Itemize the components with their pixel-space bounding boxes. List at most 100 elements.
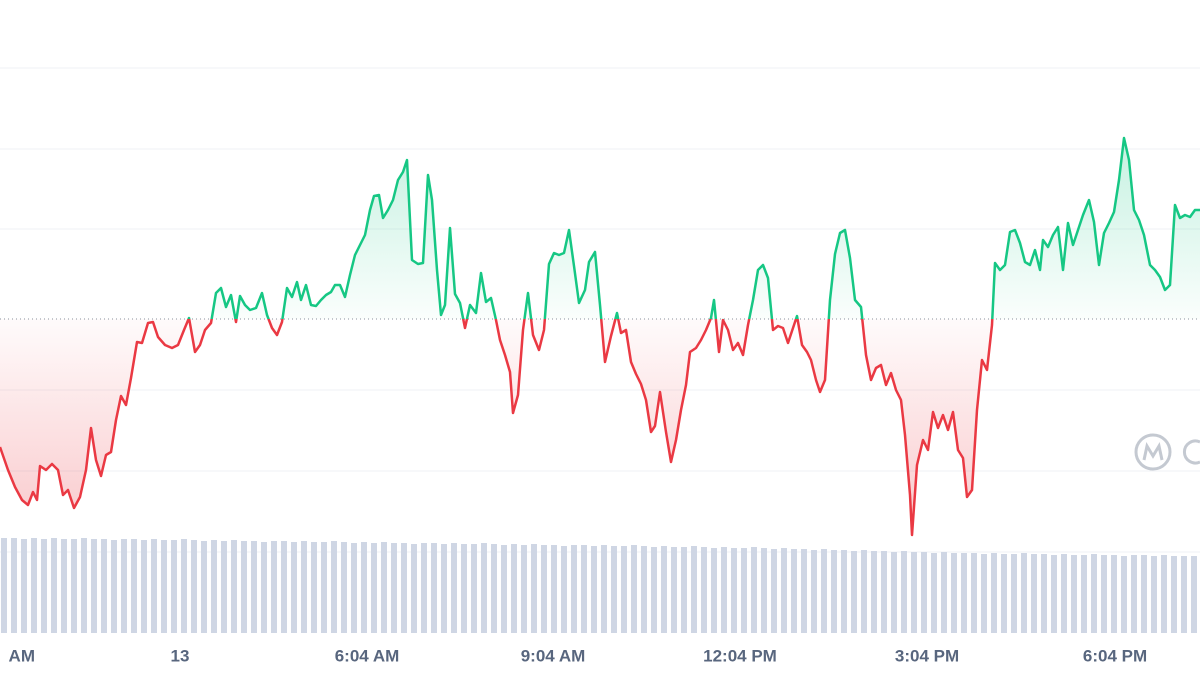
volume-bar — [691, 546, 697, 633]
x-tick-label: 12:04 PM — [703, 646, 777, 665]
volume-bar — [121, 539, 127, 633]
volume-bar — [1011, 554, 1017, 633]
volume-bar — [511, 544, 517, 633]
volume-bar — [561, 546, 567, 633]
volume-bar — [391, 543, 397, 633]
area-fill — [0, 138, 1200, 535]
volume-bar — [341, 542, 347, 633]
volume-bar — [791, 549, 797, 633]
volume-bar — [1061, 554, 1067, 633]
volume-bar — [1191, 556, 1197, 633]
volume-bar — [11, 538, 17, 633]
volume-bar — [1091, 554, 1097, 633]
volume-bar — [951, 553, 957, 633]
volume-bar — [271, 541, 277, 633]
volume-bar — [41, 539, 47, 633]
volume-bar — [1141, 555, 1147, 633]
volume-bar — [81, 538, 87, 633]
volume-bar — [1181, 556, 1187, 633]
x-tick-label: 3:04 PM — [895, 646, 959, 665]
volume-bar — [361, 542, 367, 633]
volume-bar — [701, 547, 707, 633]
volume-bar — [711, 548, 717, 633]
volume-bar — [181, 539, 187, 633]
volume-bar — [721, 547, 727, 633]
volume-bar — [201, 541, 207, 633]
volume-bar — [471, 544, 477, 633]
volume-bar — [821, 549, 827, 633]
volume-bar — [651, 547, 657, 633]
volume-bar — [321, 542, 327, 633]
volume-bar — [1111, 555, 1117, 633]
volume-bar — [941, 552, 947, 633]
volume-bar — [261, 542, 267, 633]
volume-bar — [921, 552, 927, 633]
volume-bar — [221, 541, 227, 633]
volume-bar — [781, 548, 787, 633]
volume-bar — [1081, 555, 1087, 633]
volume-bar — [251, 541, 257, 633]
volume-bar — [111, 540, 117, 633]
volume-bar — [641, 546, 647, 633]
x-tick-label: 6:04 AM — [335, 646, 400, 665]
volume-bar — [491, 544, 497, 633]
volume-bar — [901, 551, 907, 633]
volume-bar — [461, 544, 467, 633]
volume-bar — [231, 540, 237, 633]
volume-bar — [371, 543, 377, 633]
volume-bar — [601, 545, 607, 633]
volume-bar — [1161, 555, 1167, 633]
volume-bar — [771, 549, 777, 633]
volume-bar — [401, 543, 407, 633]
x-tick-label: AM — [9, 646, 35, 665]
volume-bar — [571, 545, 577, 633]
volume-bar — [1041, 554, 1047, 633]
volume-bar — [191, 540, 197, 633]
volume-bar — [1001, 554, 1007, 633]
volume-bar — [91, 539, 97, 633]
volume-bar — [731, 548, 737, 633]
volume-bar — [671, 547, 677, 633]
volume-bar — [141, 540, 147, 633]
volume-bar — [931, 553, 937, 633]
volume-bar — [281, 541, 287, 633]
volume-bar — [661, 546, 667, 633]
x-tick-label: 13 — [171, 646, 190, 665]
volume-bar — [1171, 556, 1177, 633]
volume-bar — [631, 545, 637, 633]
volume-bar — [1, 538, 7, 633]
volume-bar — [1021, 553, 1027, 633]
volume-bar — [1151, 556, 1157, 633]
volume-bar — [241, 541, 247, 633]
volume-bar — [291, 542, 297, 633]
volume-bar — [301, 541, 307, 633]
volume-bar — [381, 542, 387, 633]
volume-bar — [881, 551, 887, 633]
volume-bar — [551, 545, 557, 633]
volume-bar — [101, 539, 107, 633]
volume-bar — [841, 550, 847, 633]
volume-bar — [521, 545, 527, 633]
volume-bar — [751, 547, 757, 633]
volume-bar — [891, 552, 897, 633]
volume-bar — [1121, 556, 1127, 633]
price-line — [0, 136, 1200, 537]
volume-bar — [331, 541, 337, 633]
volume-bar — [621, 546, 627, 633]
volume-bar — [871, 551, 877, 633]
volume-bar — [21, 539, 27, 633]
volume-bar — [151, 539, 157, 633]
volume-bar — [1031, 554, 1037, 633]
volume-bar — [581, 545, 587, 633]
volume-bar — [481, 543, 487, 633]
volume-bar — [71, 539, 77, 633]
volume-bar — [681, 547, 687, 633]
volume-bar — [531, 544, 537, 633]
volume-bar — [61, 539, 67, 633]
volume-bar — [211, 540, 217, 633]
x-tick-label: 9:04 AM — [521, 646, 586, 665]
volume-bar — [911, 552, 917, 633]
watermark — [1134, 433, 1200, 471]
